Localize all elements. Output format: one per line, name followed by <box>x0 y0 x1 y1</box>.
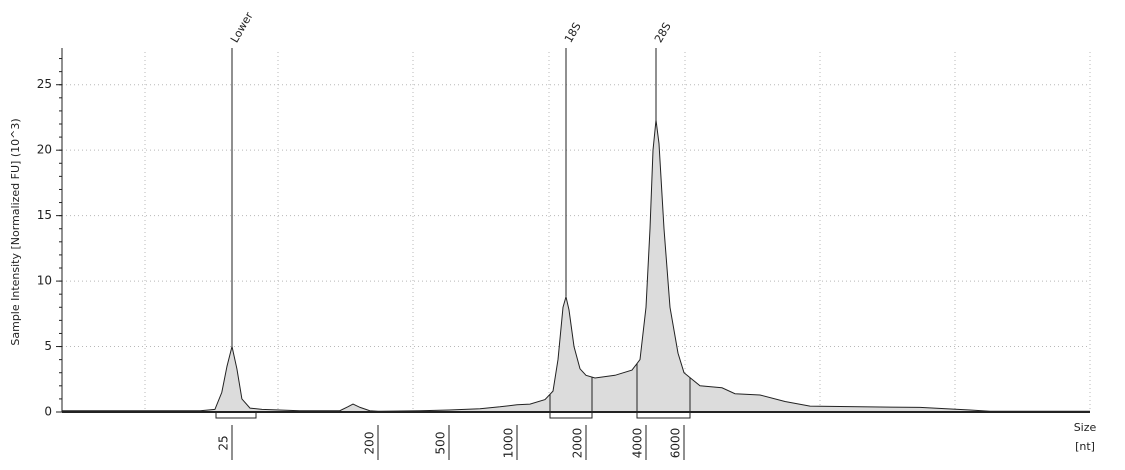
vertical-guides <box>144 52 1091 412</box>
x-tick-label: 200 <box>363 432 377 455</box>
peak-label: 18S <box>562 20 584 45</box>
trace-area <box>62 120 1090 412</box>
peak-label: Lower <box>228 10 256 45</box>
x-tick-label: 1000 <box>502 428 516 459</box>
trace-line <box>62 120 1090 412</box>
y-tick-label: 0 <box>44 405 52 419</box>
x-tick-label: 4000 <box>631 428 645 459</box>
y-axis-label: Sample Intensity [Normalized FU] (10^3) <box>9 118 22 345</box>
y-tick-label: 25 <box>37 77 52 91</box>
x-tick-label: 2000 <box>571 428 585 459</box>
x-tick-label: 6000 <box>669 428 683 459</box>
x-axis-unit: [nt] <box>1075 440 1095 453</box>
y-tick-label: 20 <box>37 143 52 157</box>
peak-label: 28S <box>652 20 674 45</box>
x-axis-label: Size <box>1074 421 1097 434</box>
y-tick-label: 15 <box>37 208 52 222</box>
y-tick-label: 10 <box>37 274 52 288</box>
y-tick-label: 5 <box>44 339 52 353</box>
x-tick-label: 500 <box>434 432 448 455</box>
x-tick-label: 25 <box>217 435 231 450</box>
